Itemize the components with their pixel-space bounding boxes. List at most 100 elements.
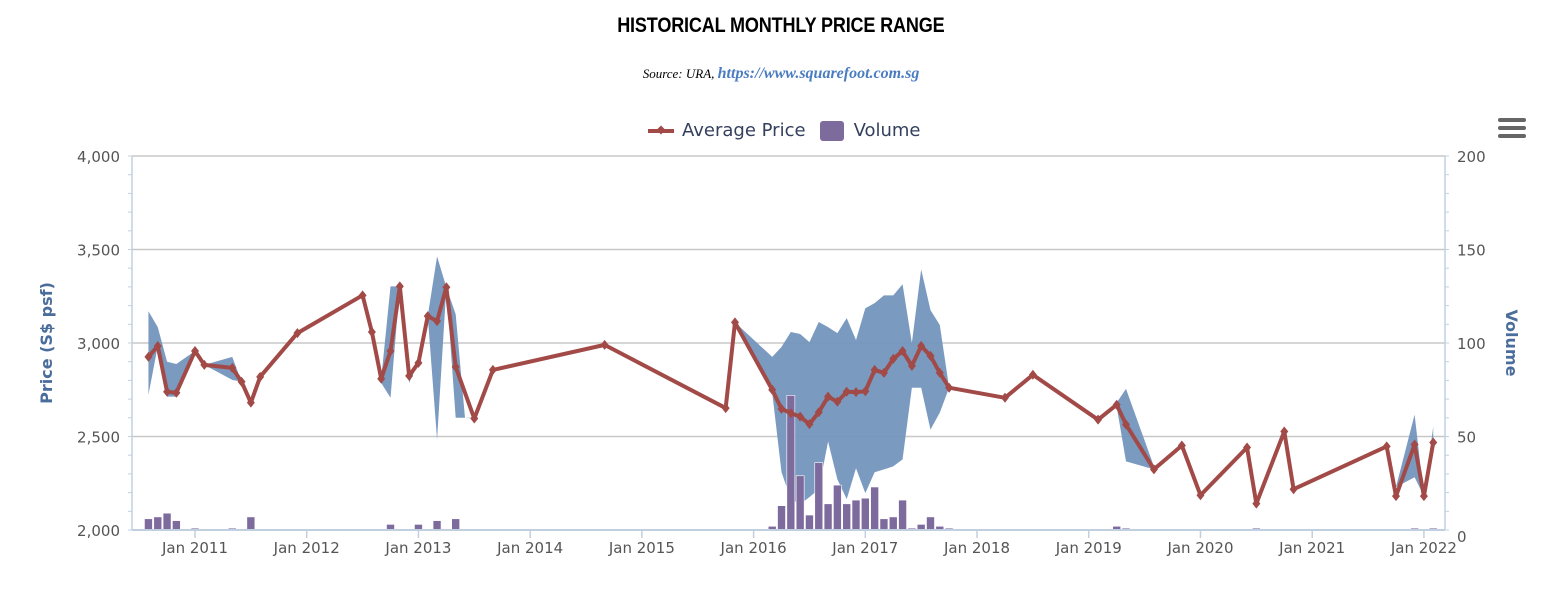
average-price-point — [861, 386, 870, 397]
average-price-point — [358, 290, 367, 301]
average-price-line — [146, 284, 1436, 506]
average-price-point — [172, 387, 181, 398]
average-price-point — [879, 367, 888, 378]
average-price-point — [768, 384, 777, 395]
hamburger-menu-icon[interactable] — [1498, 118, 1526, 142]
x-tick-label: Jan 2021 — [1278, 539, 1345, 557]
average-price-point — [144, 351, 153, 362]
average-price-point — [889, 353, 898, 364]
volume-bar — [777, 505, 786, 531]
average-price-point — [433, 316, 442, 327]
x-tick-label: Jan 2022 — [1390, 539, 1457, 557]
average-price-point — [898, 346, 907, 357]
x-tick-label: Jan 2017 — [831, 539, 898, 557]
volume-bar — [246, 516, 256, 531]
average-price-point — [1252, 498, 1261, 509]
y-tick-label: 2,000 — [77, 522, 120, 540]
legend-item-volume[interactable]: Volume — [819, 120, 921, 141]
chart-subtitle: Source: URA, https://www.squarefoot.com.… — [0, 65, 1562, 83]
average-price-point — [1177, 440, 1186, 451]
x-tick-label: Jan 2013 — [384, 539, 451, 557]
average-price-point — [423, 311, 432, 322]
x-tick-label: Jan 2014 — [496, 539, 563, 557]
x-tick-label: Jan 2011 — [161, 539, 228, 557]
y-tick-label: 3,000 — [77, 335, 120, 353]
volume-bar — [870, 486, 879, 531]
y-axis-title: Price (S$ psf) — [37, 282, 56, 404]
source-link[interactable]: https://www.squarefoot.com.sg — [717, 65, 920, 82]
average-price-point — [814, 407, 823, 418]
chart-title: HISTORICAL MONTHLY PRICE RANGE — [617, 14, 945, 37]
average-price-point — [1382, 441, 1391, 452]
y-tick-label: 4,000 — [77, 148, 120, 166]
y2-tick-label: 100 — [1457, 335, 1486, 353]
volume-bar — [842, 503, 852, 531]
average-price-point — [1112, 399, 1121, 410]
volume-bar — [851, 499, 861, 531]
average-price-point — [907, 360, 916, 371]
average-price-point — [405, 370, 414, 381]
average-price-point — [824, 391, 833, 402]
y2-tick-label: 200 — [1457, 148, 1486, 166]
y2-tick-label: 50 — [1457, 429, 1476, 447]
legend-item-average-price[interactable]: Average Price — [648, 120, 806, 141]
average-price-point — [1243, 442, 1252, 453]
average-price-point — [935, 367, 944, 378]
volume-bar — [451, 518, 460, 531]
volume-bar — [162, 512, 172, 531]
x-tick-label: Jan 2018 — [943, 539, 1010, 557]
average-price-point — [470, 413, 479, 424]
x-tick-label: Jan 2020 — [1166, 539, 1233, 557]
volume-bar — [432, 520, 442, 531]
average-price-point — [153, 340, 162, 351]
volume-bar — [888, 516, 898, 531]
average-price-point — [1149, 464, 1158, 475]
volume-bar — [153, 516, 163, 531]
volume-bar — [833, 484, 842, 531]
legend-label-volume: Volume — [853, 120, 921, 141]
average-price-point — [1000, 392, 1009, 403]
average-price-point — [1280, 426, 1289, 437]
average-price-point — [367, 326, 376, 337]
y-tick-label: 2,500 — [77, 429, 120, 447]
price-range-series — [148, 256, 1434, 505]
x-tick-label: Jan 2012 — [273, 539, 340, 557]
average-price-point — [1419, 491, 1428, 502]
volume-bar — [144, 518, 153, 531]
average-price-point — [1410, 439, 1419, 450]
line-marker-icon — [648, 128, 674, 133]
column-swatch-icon — [819, 120, 844, 141]
average-price-point — [917, 340, 926, 351]
average-price-point — [1429, 437, 1438, 448]
average-price-point — [395, 281, 404, 292]
volume-bar — [805, 514, 814, 531]
average-price-point — [1028, 369, 1037, 380]
average-price-point — [600, 339, 609, 350]
average-price-point — [730, 317, 739, 328]
volume-bar — [926, 516, 935, 531]
average-price-point — [293, 328, 302, 339]
average-price-point — [386, 346, 395, 357]
average-price-point — [163, 386, 172, 397]
average-price-point — [237, 376, 246, 387]
average-price-point — [805, 419, 814, 430]
average-price-point — [488, 364, 497, 375]
y2-axis-title: Volume — [1502, 310, 1521, 377]
legend-label-average-price: Average Price — [682, 120, 806, 141]
average-price-point — [1196, 490, 1205, 501]
average-price-point — [256, 371, 265, 382]
legend: Average Price Volume — [648, 120, 935, 141]
volume-bar — [879, 518, 889, 531]
x-tick-label: Jan 2015 — [608, 539, 675, 557]
subtitle-source: Source: URA, — [642, 66, 718, 81]
average-price-point — [777, 403, 786, 414]
price-range-area — [148, 256, 1434, 505]
average-price-point — [1289, 484, 1298, 495]
average-price-series — [144, 281, 1438, 509]
average-price-point — [246, 397, 255, 408]
axes: 2,000 2,500 3,000 3,500 4,000 0 50 100 150 200 Jan… — [77, 148, 1486, 557]
volume-bar — [172, 520, 181, 531]
y2-tick-label: 150 — [1457, 242, 1486, 260]
average-price-point — [1094, 414, 1103, 425]
volume-bar — [795, 475, 805, 531]
